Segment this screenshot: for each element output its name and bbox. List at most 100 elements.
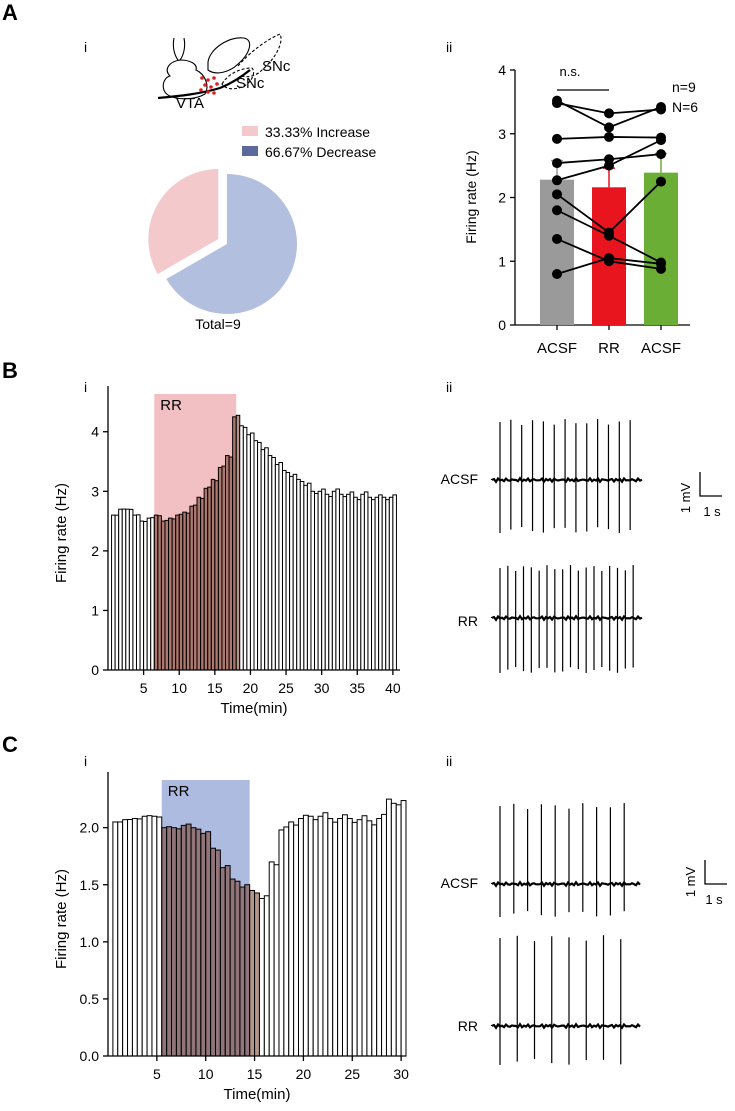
subject-point: [552, 133, 562, 144]
hist-bar-stripe: [135, 514, 141, 671]
hist-bar: [356, 815, 368, 1057]
hist-bar-stripe: [306, 482, 312, 671]
hist-bar: [338, 493, 348, 671]
y-tick-label: 1: [91, 602, 99, 618]
hist-bar: [353, 496, 362, 671]
hist-bar: [395, 800, 407, 1057]
hist-bar-stripe: [392, 494, 397, 671]
hist-bar: [232, 414, 241, 671]
hist-bar: [219, 865, 231, 1057]
panel-a-ii-label: ii: [446, 39, 452, 55]
subject-point: [656, 104, 666, 115]
hist-bar-stripe: [388, 496, 394, 671]
hist-bar: [366, 820, 378, 1057]
hist-bar-stripe: [385, 499, 390, 671]
hist-bar: [367, 496, 376, 671]
hist-bar: [274, 462, 283, 671]
snc-label-1: SNc: [236, 75, 265, 92]
hist-bar-stripe: [385, 798, 392, 1057]
subject-point: [552, 175, 562, 186]
legend-decrease: 66.67% Decrease: [265, 144, 377, 160]
hist-bar-stripe: [151, 815, 158, 1057]
y-tick-label: 4: [91, 424, 99, 440]
hist-bar-stripe: [143, 520, 148, 671]
y-tick-label: 0.0: [80, 1048, 100, 1064]
x-axis-title: Time(min): [224, 1086, 291, 1103]
subject-point: [656, 258, 666, 269]
y-axis-title: Firing rate (Hz): [53, 483, 70, 583]
hist-bar-stripe: [246, 434, 251, 671]
hist-bar: [360, 491, 369, 671]
hist-bar: [196, 496, 205, 671]
hist-bar-stripe: [331, 490, 337, 671]
hist-bar-stripe: [349, 491, 355, 671]
hist-bar-stripe: [283, 826, 290, 1057]
panel-letter-a: A: [2, 0, 18, 25]
hist-bar-stripe: [239, 886, 246, 1057]
hist-bar: [381, 496, 390, 671]
rr-shade-label: RR: [168, 783, 190, 800]
hist-bar-stripe: [288, 821, 295, 1057]
hist-bar-stripe: [234, 880, 241, 1057]
bar-3: [644, 172, 678, 325]
subject-point: [552, 98, 562, 109]
hist-bar-stripe: [299, 480, 305, 671]
traces-c-ii: [490, 803, 641, 1065]
panel-b-ii-label: ii: [446, 379, 452, 395]
hist-bar: [161, 826, 173, 1057]
hist-bar-stripe: [324, 493, 330, 671]
trace-b-rr-baseline: [490, 614, 643, 622]
hist-bar-stripe: [239, 425, 244, 671]
hist-bar-stripe: [175, 514, 180, 671]
hist-bar-stripe: [166, 826, 173, 1057]
hist-bar: [239, 884, 251, 1057]
hist-bar: [225, 455, 234, 671]
hist-bar-stripe: [221, 465, 227, 671]
hist-bar-stripe: [338, 493, 344, 671]
y-tick-label: 1: [498, 253, 506, 269]
subject-point: [604, 131, 614, 142]
hist-bar-stripe: [200, 497, 205, 671]
hist-bar: [131, 818, 143, 1057]
hist-bar-stripe: [132, 514, 137, 671]
x-tick-label: 35: [349, 680, 365, 696]
hist-bar-stripe: [374, 496, 380, 671]
hist-bar-stripe: [128, 508, 134, 671]
hist-bar-stripe: [257, 441, 262, 671]
hist-bar: [317, 488, 326, 671]
x-tick-label: RR: [598, 340, 620, 357]
panel-letter-c: C: [2, 732, 18, 757]
hist-bar: [189, 504, 198, 671]
hist-bar-stripe: [281, 469, 287, 671]
trace-b-acsf-baseline: [490, 476, 643, 484]
x-tick-label: 25: [278, 680, 294, 696]
hist-bar-stripe: [268, 861, 275, 1057]
hist-bar-stripe: [258, 897, 265, 1057]
hist-bar: [310, 490, 319, 671]
hist-bar-stripe: [171, 827, 177, 1057]
hist-bar-stripe: [200, 832, 207, 1057]
hist-bar-stripe: [302, 814, 309, 1057]
rr-shade-label: RR: [160, 397, 182, 414]
hist-bar-stripe: [207, 486, 212, 671]
hist-bar-stripe: [367, 496, 373, 671]
subject-point: [552, 205, 562, 216]
hist-bar-stripe: [249, 889, 256, 1057]
x-tick-label: 15: [207, 680, 223, 696]
brain-schematic: [157, 33, 282, 100]
hist-bar-stripe: [332, 821, 339, 1057]
hist-bar-stripe: [190, 827, 197, 1057]
hist-bar-stripe: [219, 867, 226, 1057]
hist-bar-stripe: [285, 471, 291, 671]
hist-bar-stripe: [192, 504, 198, 671]
hist-bar-stripe: [356, 499, 362, 671]
hist-bar-stripe: [371, 824, 378, 1057]
y-tick-label: 2.0: [80, 820, 100, 836]
subject-point: [604, 122, 614, 133]
x-tick-label: 20: [243, 680, 259, 696]
hist-bar: [253, 440, 262, 671]
hist-bar-stripe: [278, 462, 283, 671]
subject-point: [552, 189, 562, 200]
hist-bar-stripe: [141, 815, 148, 1057]
hist-bar-stripe: [180, 824, 187, 1057]
